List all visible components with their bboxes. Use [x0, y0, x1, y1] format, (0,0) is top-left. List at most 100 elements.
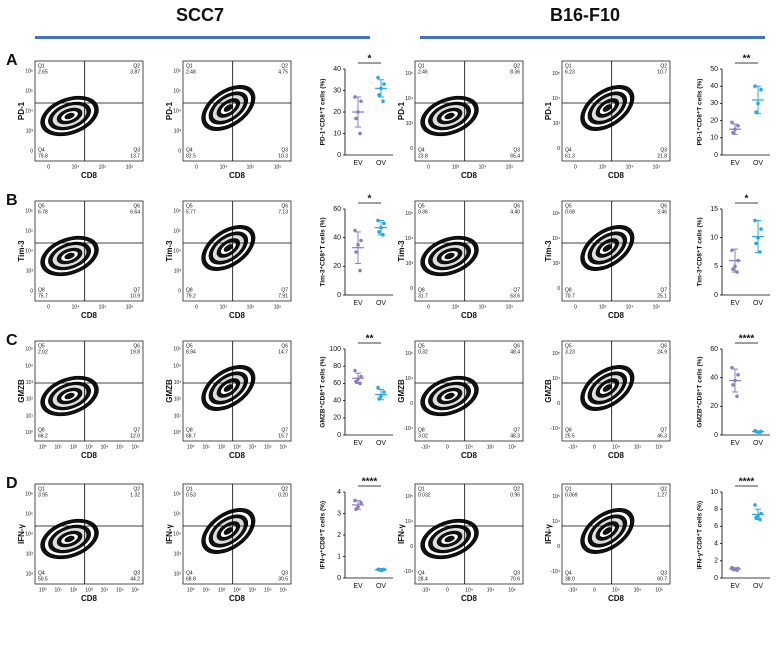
quadrant-name: Q6 — [513, 343, 520, 349]
quadrant-name: Q6 — [281, 203, 288, 209]
quadrant-name: Q7 — [660, 427, 667, 433]
data-point — [758, 430, 762, 434]
data-point — [359, 99, 363, 104]
x-tick-label: 10⁶ — [655, 587, 663, 593]
data-point — [733, 264, 737, 269]
quadrant-name: Q2 — [281, 63, 288, 69]
quadrant-name: Q5 — [565, 203, 572, 209]
x-tick-label: 0 — [446, 444, 449, 450]
data-point — [731, 567, 735, 572]
x-tick-label: 10⁴ — [220, 304, 228, 310]
significance-label: **** — [362, 477, 378, 488]
x-tick-label: EV — [730, 440, 740, 447]
y-tick-label: 10⁶ — [173, 68, 181, 74]
quadrant-value: 25.1 — [657, 293, 667, 299]
data-point — [759, 511, 763, 516]
quadrant-name: Q4 — [418, 570, 425, 576]
quadrant-value: 7.91 — [278, 293, 288, 299]
y-tick-label: 30 — [710, 100, 718, 107]
y-tick-label: 0 — [557, 401, 560, 407]
quadrant-value: 13.7 — [130, 153, 140, 159]
panel-letter: C — [6, 332, 18, 349]
y-tick-label: 10³ — [174, 128, 182, 134]
y-tick-label: 0 — [337, 432, 341, 439]
x-tick-label: 10⁵ — [116, 444, 124, 450]
y-tick-label: 20 — [333, 263, 341, 270]
x-tick-label: EV — [353, 440, 363, 447]
y-tick-label: 10² — [26, 571, 34, 577]
x-tick-label: 10⁵ — [247, 304, 255, 310]
y-tick-label: 10 — [710, 135, 718, 142]
data-point — [353, 228, 357, 233]
y-axis-label: GMZB — [397, 379, 406, 403]
x-tick-label: EV — [730, 300, 740, 307]
quadrant-name: Q2 — [513, 63, 520, 69]
x-tick-label: 10⁵ — [653, 304, 661, 310]
data-point — [754, 429, 758, 434]
column-title: B16-F10 — [550, 5, 620, 25]
contour — [444, 535, 455, 543]
y-tick-label: 30 — [333, 87, 341, 94]
x-tick-label: 10⁴ — [479, 304, 487, 310]
y-tick-label: 10⁶ — [25, 208, 33, 214]
x-tick-label: 10⁴ — [479, 164, 487, 170]
x-axis-label: CD8 — [229, 171, 246, 180]
quadrant-value: 25.5 — [565, 433, 575, 439]
x-tick-label: 10⁴ — [101, 444, 109, 450]
quadrant-value: 75.7 — [38, 293, 48, 299]
x-tick-label: 10⁴ — [612, 444, 620, 450]
quadrant-value: 68.8 — [186, 576, 196, 582]
data-point — [756, 101, 760, 106]
data-point — [736, 373, 740, 377]
quadrant-name: Q3 — [133, 570, 140, 576]
y-tick-label: 10⁵ — [173, 228, 181, 234]
quadrant-value: 8.94 — [186, 349, 196, 355]
data-point — [354, 379, 358, 384]
y-tick-label: 4 — [337, 489, 341, 496]
contour — [444, 392, 455, 400]
x-tick-label: 10⁴ — [626, 164, 634, 170]
quadrant-name: Q1 — [565, 486, 572, 492]
data-point — [377, 93, 381, 97]
x-tick-label: -10⁴ — [568, 587, 577, 593]
x-tick-label: 10³ — [233, 587, 241, 593]
y-axis-label: GMZB — [165, 379, 174, 403]
quadrant-value: 48.4 — [510, 349, 520, 355]
x-tick-label: 10⁵ — [264, 587, 272, 593]
y-tick-label: 0 — [557, 146, 560, 152]
x-tick-label: 10² — [70, 587, 78, 593]
quadrant-name: Q6 — [133, 343, 140, 349]
y-tick-label: 0 — [557, 544, 560, 550]
y-tick-label: 10² — [26, 397, 34, 403]
data-point — [382, 82, 386, 86]
quadrant-name: Q7 — [133, 287, 140, 293]
y-tick-label: 10⁴ — [173, 363, 181, 369]
y-tick-label: -10⁴ — [404, 426, 413, 432]
y-tick-label: 0 — [410, 146, 413, 152]
quadrant-name: Q7 — [660, 287, 667, 293]
quadrant-name: Q5 — [186, 203, 193, 209]
y-tick-label: 0 — [337, 292, 341, 299]
x-axis-label: CD8 — [81, 594, 98, 603]
quadrant-value: 10.3 — [278, 153, 288, 159]
y-tick-label: 20 — [333, 109, 341, 116]
quadrant-value: 0.032 — [418, 492, 431, 498]
y-tick-label: 40 — [710, 83, 718, 90]
panel-letter: B — [6, 192, 18, 209]
y-tick-label: 10⁵ — [405, 494, 413, 500]
header-bar — [420, 36, 765, 39]
y-tick-label: 10³ — [26, 380, 34, 386]
data-point — [759, 227, 763, 231]
x-tick-label: 0 — [427, 164, 430, 170]
y-axis-label: PD-1⁺CD8⁺T cells (%) — [320, 79, 327, 146]
y-tick-label: 0 — [30, 148, 33, 154]
y-tick-label: 10³ — [26, 551, 34, 557]
contour — [444, 112, 455, 120]
data-point — [730, 120, 734, 125]
y-tick-label: 10⁴ — [25, 363, 33, 369]
x-tick-label: 0 — [593, 444, 596, 450]
quadrant-value: 79.8 — [38, 153, 48, 159]
quadrant-name: Q1 — [186, 486, 193, 492]
quadrant-value: 3.23 — [565, 349, 575, 355]
quadrant-value: 10.9 — [130, 293, 140, 299]
